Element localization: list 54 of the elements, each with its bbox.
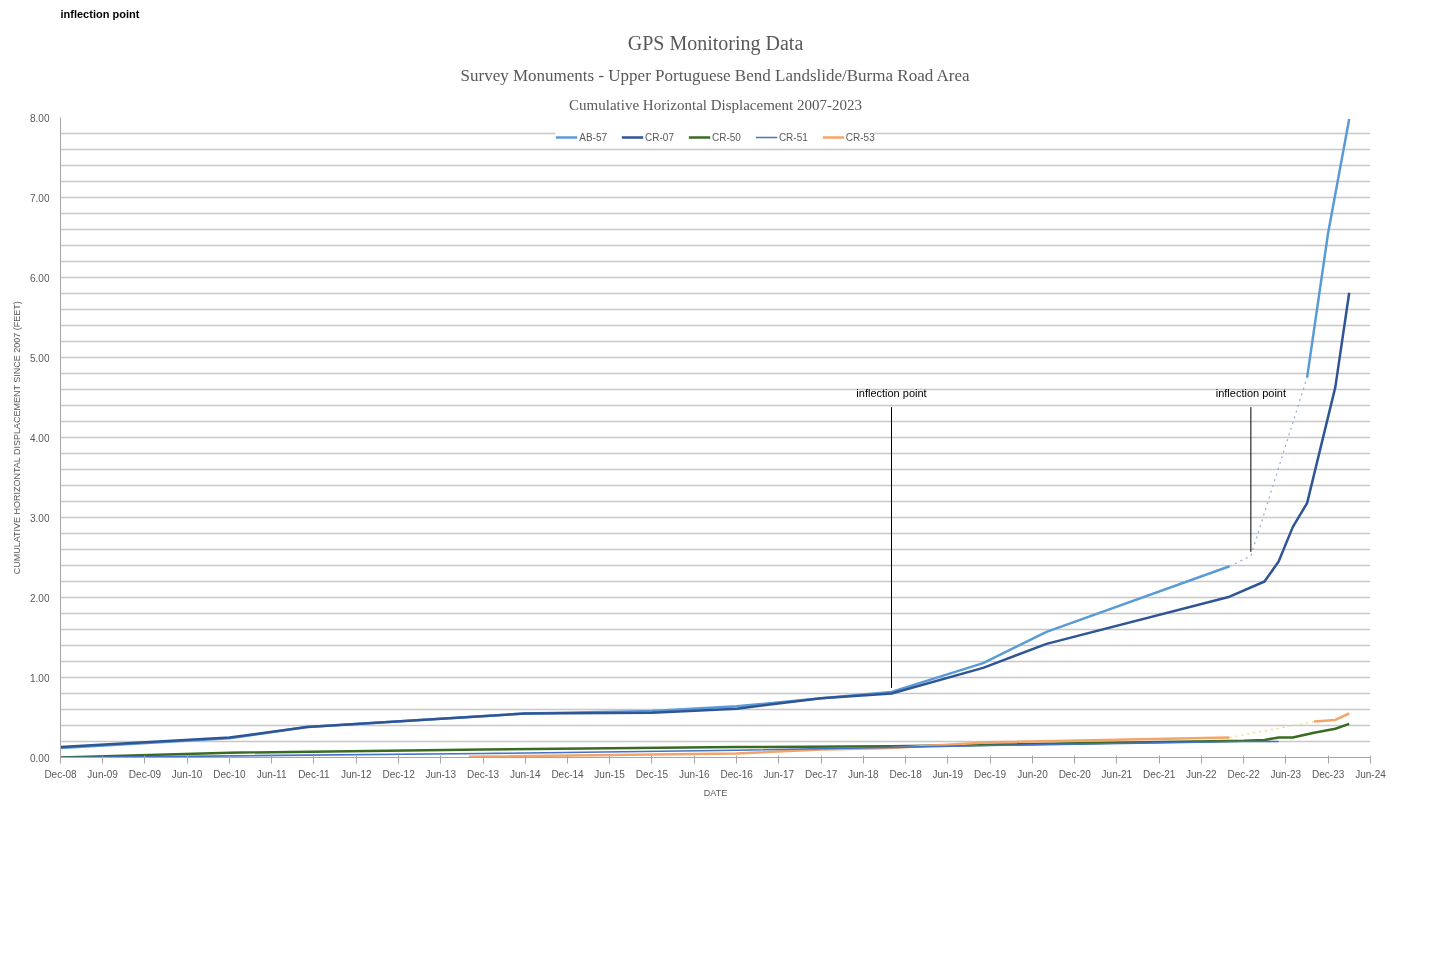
y-tick-label: 7.00	[30, 192, 50, 204]
y-tick-label: 8.00	[30, 112, 50, 124]
x-tick-label: Jun-10	[171, 768, 203, 780]
x-tick-label: Dec-19	[973, 768, 1007, 780]
x-tick-label: Jun-16	[679, 768, 711, 780]
x-tick-label: Jun-17	[763, 768, 795, 780]
x-tick-label: Dec-22	[1227, 768, 1261, 780]
x-tick-label: Jun-19	[932, 768, 964, 780]
x-tick-label: Dec-17	[805, 768, 838, 780]
x-tick-label: Jun-09	[87, 768, 119, 780]
x-axis-title: DATE	[703, 787, 728, 798]
y-tick-label: 2.00	[30, 592, 50, 604]
y-tick-label: 1.00	[30, 672, 50, 684]
x-tick-label: Jun-23	[1270, 768, 1302, 780]
y-tick-label: 6.00	[30, 272, 50, 284]
x-tick-label: Dec-14	[551, 768, 585, 780]
x-tick-label: Dec-21	[1143, 768, 1176, 780]
x-tick-label: Jun-13	[425, 768, 457, 780]
y-axis-title: CUMULATIVE HORIZONTAL DISPLACEMENT SINCE 2007 (FEET)	[12, 301, 23, 575]
x-tick-label: Dec-09	[128, 768, 162, 780]
annotation: inflection point	[1215, 387, 1287, 400]
x-tick-label: Dec-13	[466, 768, 500, 780]
y-tick-label: 4.00	[30, 432, 50, 444]
x-tick-label: Dec-12	[382, 768, 416, 780]
x-tick-label: Jun-15	[594, 768, 626, 780]
y-tick-label: 5.00	[30, 352, 50, 364]
text: Cumulative Horizontal Displacement 2007-2023	[569, 96, 862, 113]
chart-subtitle: Survey Monuments - Upper Portuguese Bend Landslide/Burma Road Area	[460, 65, 970, 85]
annotation: inflection point	[856, 387, 927, 400]
x-tick-label: Jun-20	[1017, 768, 1049, 780]
legend-label: CR-07	[645, 131, 674, 143]
legend-label: AB-57	[579, 131, 608, 143]
x-tick-label: Jun-22	[1186, 768, 1218, 780]
x-tick-label: Jun-21	[1101, 768, 1133, 780]
y-tick-label: 3.00	[30, 512, 50, 524]
x-tick-label: Dec-20	[1058, 768, 1092, 780]
x-tick-label: Jun-14	[509, 768, 541, 780]
x-tick-label: Dec-08	[44, 768, 78, 780]
legend-label: CR-53	[845, 131, 875, 143]
x-tick-label: Dec-10	[213, 768, 246, 780]
x-tick-label: Dec-18	[889, 768, 923, 780]
x-tick-label: Dec-15	[635, 768, 669, 780]
legend-label: CR-51	[778, 131, 808, 143]
x-tick-label: Dec-16	[720, 768, 754, 780]
x-tick-label: Dec-11	[298, 768, 331, 780]
legend-label: CR-50	[711, 131, 741, 143]
x-tick-label: Jun-18	[847, 768, 879, 780]
x-tick-label: Jun-12	[340, 768, 372, 780]
x-tick-label: Jun-24	[1355, 768, 1387, 780]
x-tick-label: Jun-11	[256, 768, 287, 780]
y-tick-label: 0.00	[30, 752, 50, 764]
x-tick-label: Dec-23	[1312, 768, 1345, 780]
chart-title: GPS Monitoring Data	[627, 31, 804, 55]
text: inflection point	[60, 7, 140, 20]
